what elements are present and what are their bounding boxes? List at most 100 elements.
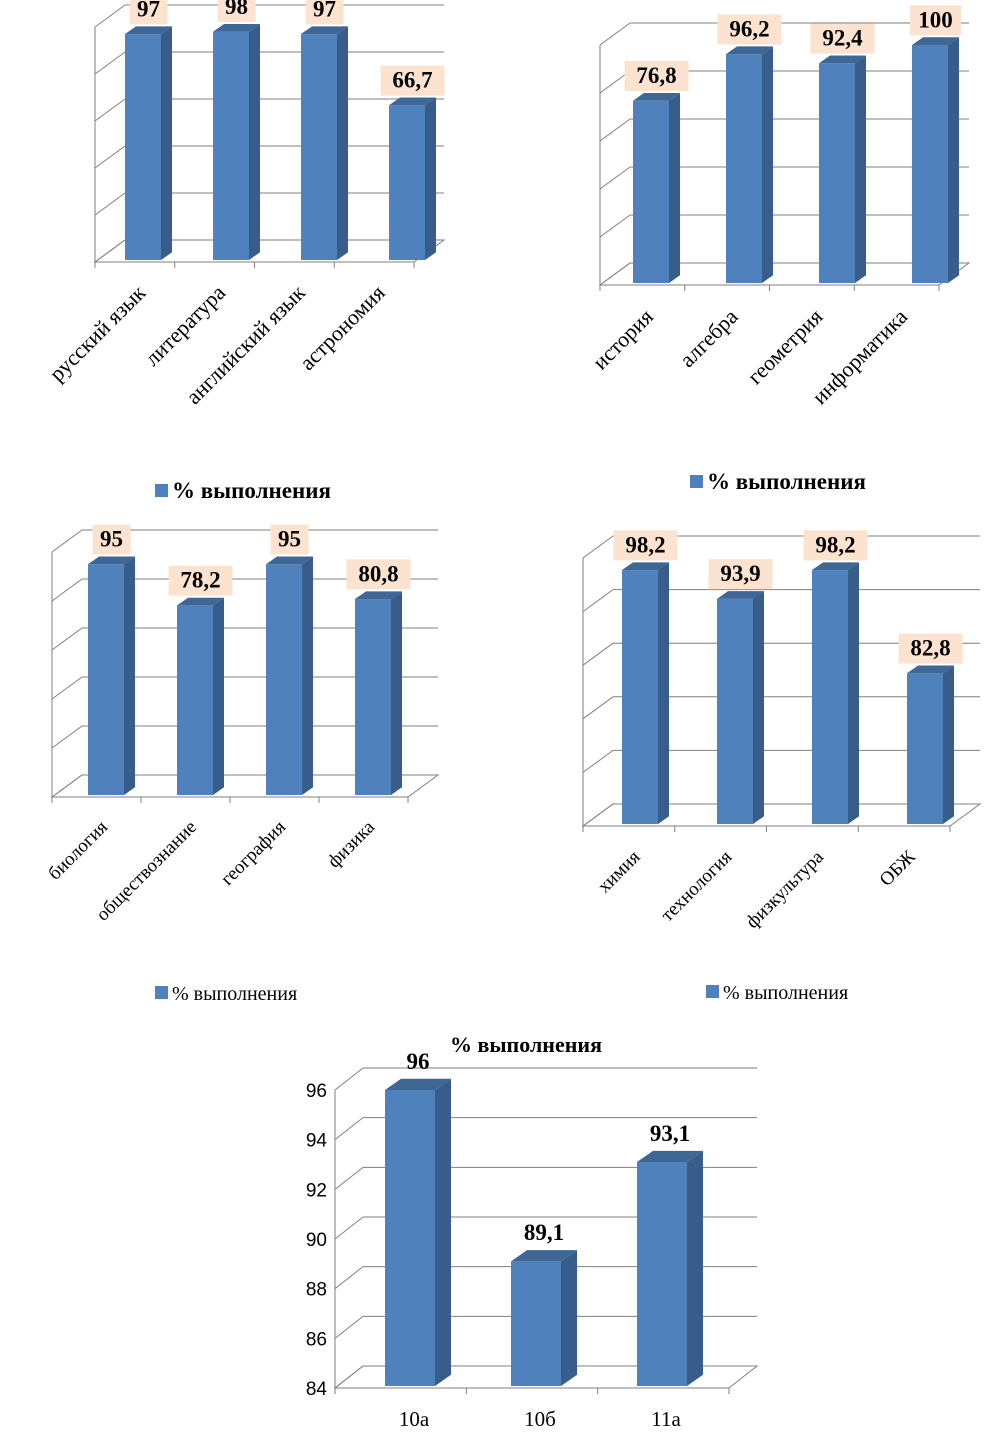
bar xyxy=(633,100,669,284)
data-label: 89,1 xyxy=(524,1220,564,1245)
legend-swatch xyxy=(155,484,168,497)
data-label-box xyxy=(270,524,309,555)
data-label: 95 xyxy=(100,527,123,552)
data-label-box xyxy=(168,565,233,596)
bar-side xyxy=(249,24,260,260)
grid-edge xyxy=(51,676,83,700)
data-label: 93,9 xyxy=(720,561,760,586)
data-label-box xyxy=(810,23,875,54)
chart-2: 76,8история96,2алгебра92,4геометрия100ин… xyxy=(587,5,971,494)
data-label-box xyxy=(624,60,689,91)
data-label: 93,1 xyxy=(650,1121,690,1146)
bar-side xyxy=(425,97,436,261)
bar-top xyxy=(717,591,764,599)
x-tick-label: русский язык xyxy=(44,280,150,386)
legend-label: % выполнения xyxy=(723,982,848,1004)
bar xyxy=(907,673,943,824)
legend-label: % выполнения xyxy=(172,983,297,1005)
data-label-box xyxy=(217,0,256,22)
bar xyxy=(88,564,124,795)
grid-edge xyxy=(334,1216,364,1240)
y-tick-label: 92 xyxy=(306,1180,327,1201)
data-label-box xyxy=(613,530,678,561)
bar-top xyxy=(726,46,773,55)
y-tick-label: 90 xyxy=(306,1230,327,1251)
bar-side xyxy=(669,92,680,283)
grid-edge xyxy=(334,1166,364,1190)
x-tick-label: 10б xyxy=(524,1407,556,1431)
bar-top xyxy=(385,1078,451,1090)
bar-side xyxy=(161,26,172,260)
bar-side xyxy=(948,37,959,283)
data-label: 96,2 xyxy=(729,16,769,41)
bar-top xyxy=(177,597,224,606)
grid-edge xyxy=(599,118,631,142)
x-tick-label: история xyxy=(587,304,658,375)
grid-edge xyxy=(94,51,126,75)
x-tick-label: химия xyxy=(594,847,645,898)
grid-edge xyxy=(94,192,126,216)
data-label: 98 xyxy=(225,0,248,19)
bar-side xyxy=(753,591,764,824)
grid-edge xyxy=(582,589,614,613)
data-label-box xyxy=(717,14,782,45)
grid-edge xyxy=(94,4,126,28)
y-tick-label: 96 xyxy=(306,1081,327,1102)
bar-top xyxy=(213,24,260,32)
legend-swatch xyxy=(155,986,168,999)
y-tick-label: 88 xyxy=(306,1280,327,1301)
bar-side xyxy=(337,26,348,260)
chart-floor xyxy=(50,774,440,798)
bar-side xyxy=(124,556,135,795)
data-label: 97 xyxy=(313,0,336,21)
bar-side xyxy=(391,591,402,795)
data-label-box xyxy=(898,633,963,664)
x-tick-label: технология xyxy=(657,847,736,926)
data-label: 98,2 xyxy=(625,532,665,557)
bar-top xyxy=(88,556,135,565)
chart-title: % выполнения xyxy=(450,1032,602,1057)
data-label: 95 xyxy=(278,527,301,552)
chart-floor xyxy=(598,262,971,286)
x-tick-label: география xyxy=(217,817,290,890)
bar-top xyxy=(633,92,680,101)
grid-edge xyxy=(334,1315,364,1339)
x-tick-label: ОБЖ xyxy=(876,846,921,891)
grid-edge xyxy=(51,725,83,749)
x-tick-label: 10а xyxy=(399,1407,430,1431)
grid-edge xyxy=(599,214,631,238)
x-tick-label: алгебра xyxy=(674,304,742,372)
bar-side xyxy=(302,556,313,795)
bar xyxy=(717,598,753,824)
legend-swatch xyxy=(706,985,719,998)
bar xyxy=(637,1162,687,1386)
bar-side xyxy=(762,46,773,283)
grid-edge xyxy=(51,578,83,602)
grid-edge xyxy=(582,749,614,773)
bar-top xyxy=(819,55,866,64)
data-label: 98,2 xyxy=(815,532,855,557)
x-tick-label: геометрия xyxy=(742,304,827,389)
grid-edge xyxy=(334,1067,364,1091)
bar-side xyxy=(687,1150,703,1386)
bar-side xyxy=(213,597,224,795)
data-label: 96 xyxy=(407,1049,430,1074)
bar xyxy=(266,564,302,795)
bar xyxy=(819,63,855,283)
data-label: 66,7 xyxy=(392,68,432,93)
bar-side xyxy=(848,562,859,824)
x-tick-label: астрономия xyxy=(294,280,389,375)
y-tick-label: 94 xyxy=(306,1131,328,1152)
data-label: 100 xyxy=(918,7,953,32)
bar xyxy=(125,34,161,260)
bar-top xyxy=(355,591,402,600)
bar xyxy=(726,54,762,284)
bar-top xyxy=(812,562,859,571)
grid-edge xyxy=(334,1266,364,1290)
data-label-box xyxy=(380,65,445,96)
bar xyxy=(385,1090,435,1386)
bar-top xyxy=(511,1250,577,1262)
